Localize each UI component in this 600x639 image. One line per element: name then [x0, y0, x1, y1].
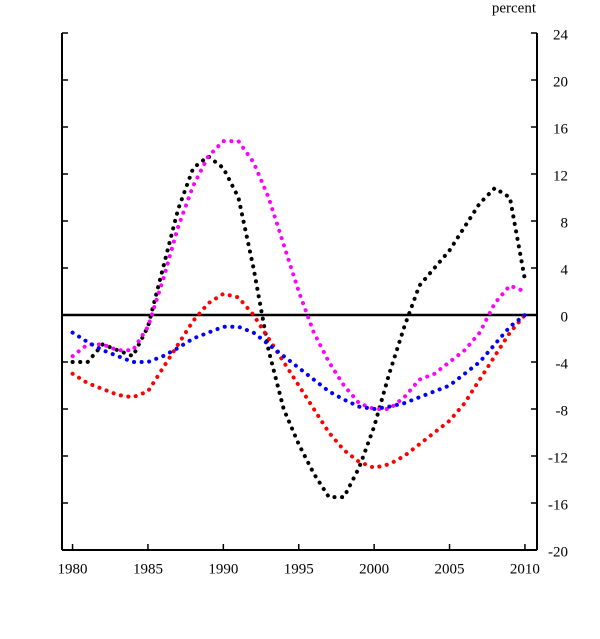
y-tick-label: -8	[556, 403, 569, 419]
y-axis-label: percent	[492, 0, 537, 16]
y-tick-label: 20	[553, 74, 568, 90]
y-tick-label: -4	[556, 356, 569, 372]
y-tick-label: -20	[548, 544, 568, 560]
series-line	[70, 291, 527, 470]
y-tick-label: 8	[561, 215, 569, 231]
series-line	[70, 153, 527, 500]
x-tick-label: 2010	[510, 561, 540, 577]
x-tick-label: 1990	[208, 561, 238, 577]
y-tick-label: 16	[553, 121, 569, 137]
x-tick-label: 1985	[133, 561, 163, 577]
y-tick-label: -12	[548, 450, 568, 466]
x-tick-label: 2000	[359, 561, 389, 577]
y-tick-label: 12	[553, 168, 568, 184]
series-line	[70, 139, 527, 411]
y-tick-label: -16	[548, 497, 568, 513]
y-tick-label: 24	[553, 27, 569, 43]
y-tick-label: 4	[561, 262, 569, 278]
series-line	[70, 313, 527, 412]
x-tick-label: 2005	[435, 561, 465, 577]
x-tick-label: 1980	[58, 561, 88, 577]
x-tick-label: 1995	[284, 561, 314, 577]
y-tick-label: 0	[561, 309, 569, 325]
